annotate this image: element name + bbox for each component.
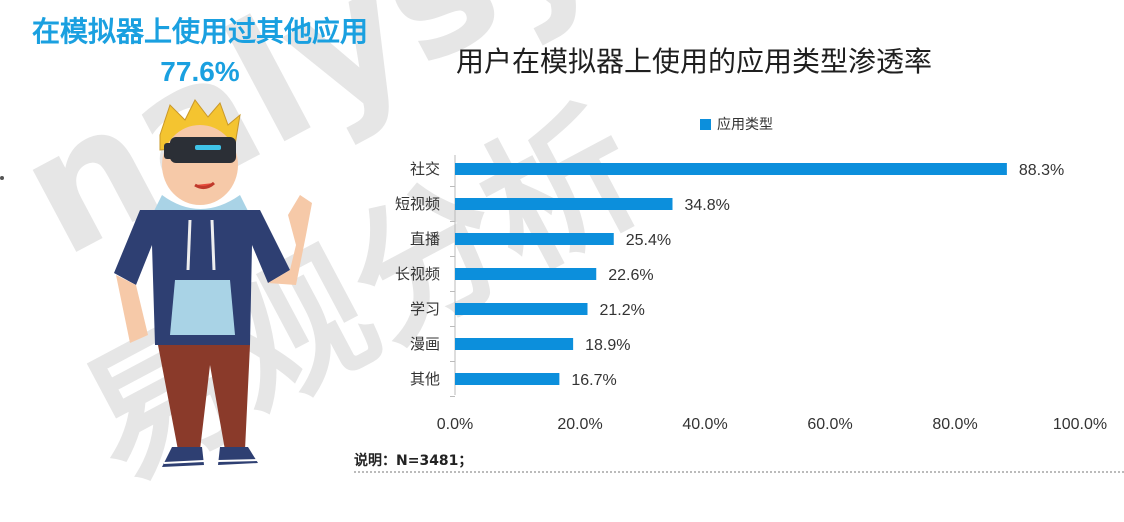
- bar-value-label: 21.2%: [600, 302, 645, 319]
- category-label: 学习: [410, 300, 440, 318]
- category-label: 短视频: [395, 195, 440, 213]
- bar-value-label: 18.9%: [585, 337, 630, 354]
- bar-value-label: 88.3%: [1019, 162, 1064, 179]
- hero-title: 在模拟器上使用过其他应用: [31, 15, 368, 48]
- bar-value-label: 25.4%: [626, 232, 671, 249]
- x-tick-label: 40.0%: [682, 416, 727, 433]
- x-tick-label: 100.0%: [1053, 416, 1107, 433]
- chart-title: 用户在模拟器上使用的应用类型渗透率: [456, 45, 933, 78]
- x-tick-label: 80.0%: [932, 416, 977, 433]
- category-label: 社交: [410, 160, 440, 178]
- bar: [455, 268, 597, 280]
- decorative-dot: [0, 176, 4, 180]
- bar: [455, 303, 588, 315]
- bar-value-label: 16.7%: [571, 372, 616, 389]
- bar: [455, 163, 1007, 175]
- bar-chart: 社交 88.3% 短视频 34.8% 直播 25.4% 长视频 22.6% 学习 21.2% 漫画 1…: [395, 155, 1107, 433]
- category-label: 漫画: [410, 335, 440, 353]
- bar: [455, 373, 560, 385]
- footnote-divider: [354, 471, 1124, 473]
- legend-swatch: [700, 118, 711, 130]
- x-tick-label: 60.0%: [807, 416, 852, 433]
- vr-person-illustration: [114, 99, 312, 467]
- chart-legend: 应用类型: [700, 114, 773, 134]
- category-label: 其他: [410, 370, 440, 388]
- hero-value: 77.6%: [160, 56, 240, 87]
- bar-value-label: 34.8%: [685, 197, 730, 214]
- bar: [455, 198, 673, 210]
- legend-label: 应用类型: [717, 117, 773, 133]
- bar: [455, 233, 614, 245]
- category-label: 直播: [410, 230, 440, 248]
- category-label: 长视频: [395, 265, 440, 283]
- bar: [455, 338, 574, 350]
- x-tick-label: 0.0%: [437, 416, 473, 433]
- x-tick-label: 20.0%: [557, 416, 602, 433]
- footnote: 说明：N=3481；: [354, 453, 473, 469]
- bar-value-label: 22.6%: [608, 267, 653, 284]
